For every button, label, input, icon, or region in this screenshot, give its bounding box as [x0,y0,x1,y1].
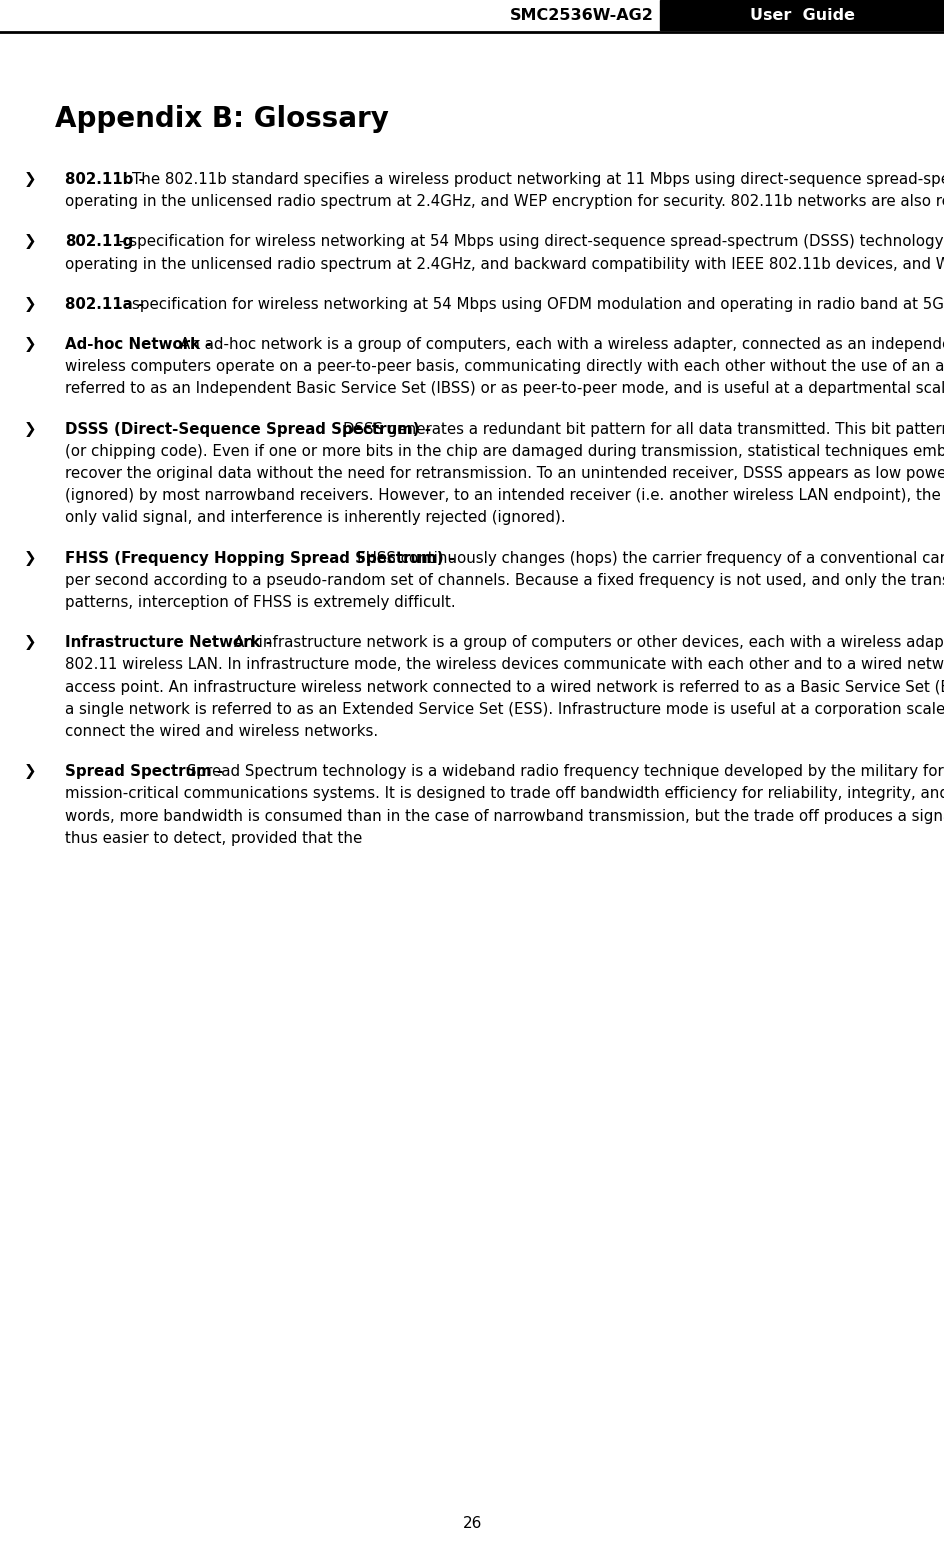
Bar [659,0,944,29]
Text: - specification for wireless networking at 54 Mbps using direct-sequence spread-: - specification for wireless networking … [119,234,944,250]
Text: Ad-hoc Network -: Ad-hoc Network - [65,337,211,351]
Text: referred to as an Independent Basic Service Set (IBSS) or as peer-to-peer mode, : referred to as an Independent Basic Serv… [65,382,944,396]
Text: DSSS generates a redundant bit pattern for all data transmitted. This bit patter: DSSS generates a redundant bit pattern f… [343,422,944,436]
Text: User  Guide: User Guide [750,8,854,23]
Text: access point. An infrastructure wireless network connected to a wired network is: access point. An infrastructure wireless… [65,680,944,695]
Text: mission-critical communications systems. It is designed to trade off bandwidth e: mission-critical communications systems.… [65,786,944,801]
Text: ❯: ❯ [24,337,36,351]
Text: ❯: ❯ [24,234,36,250]
Text: 802.11b -: 802.11b - [65,173,144,186]
Text: ❯: ❯ [24,173,36,186]
Text: operating in the unlicensed radio spectrum at 2.4GHz, and backward compatibility: operating in the unlicensed radio spectr… [65,257,944,271]
Text: Spread Spectrum -: Spread Spectrum - [65,764,223,780]
Text: 26: 26 [463,1515,481,1530]
Text: ❯: ❯ [24,764,36,780]
Text: (or chipping code). Even if one or more bits in the chip are damaged during tran: (or chipping code). Even if one or more … [65,444,944,459]
Text: An ad-hoc network is a group of computers, each with a wireless adapter, connect: An ad-hoc network is a group of computer… [179,337,944,351]
Text: ❯: ❯ [24,635,36,650]
Text: specification for wireless networking at 54 Mbps using OFDM modulation and opera: specification for wireless networking at… [132,297,944,311]
Text: thus easier to detect, provided that the: thus easier to detect, provided that the [65,831,362,846]
Text: 802.11g: 802.11g [65,234,133,250]
Text: connect the wired and wireless networks.: connect the wired and wireless networks. [65,724,378,740]
Text: The 802.11b standard specifies a wireless product networking at 11 Mbps using di: The 802.11b standard specifies a wireles… [132,173,944,186]
Bar [0,0,944,29]
Text: 802.11 wireless LAN. In infrastructure mode, the wireless devices communicate wi: 802.11 wireless LAN. In infrastructure m… [65,658,944,672]
Text: ❯: ❯ [24,550,36,566]
Text: per second according to a pseudo-random set of channels. Because a fixed frequen: per second according to a pseudo-random … [65,573,944,587]
Text: operating in the unlicensed radio spectrum at 2.4GHz, and WEP encryption for sec: operating in the unlicensed radio spectr… [65,194,944,210]
Text: words, more bandwidth is consumed than in the case of narrowband transmission, b: words, more bandwidth is consumed than i… [65,809,944,823]
Text: patterns, interception of FHSS is extremely difficult.: patterns, interception of FHSS is extrem… [65,595,455,610]
Text: wireless computers operate on a peer-to-peer basis, communicating directly with : wireless computers operate on a peer-to-… [65,359,944,374]
Text: a single network is referred to as an Extended Service Set (ESS). Infrastructure: a single network is referred to as an Ex… [65,701,944,717]
Text: Infrastructure Network -: Infrastructure Network - [65,635,272,650]
Text: ❯: ❯ [24,297,36,311]
Text: ❯: ❯ [24,422,36,436]
Text: DSSS (Direct-Sequence Spread Spectrum) -: DSSS (Direct-Sequence Spread Spectrum) - [65,422,430,436]
Text: Spread Spectrum technology is a wideband radio frequency technique developed by : Spread Spectrum technology is a wideband… [187,764,944,780]
Text: FHSS continuously changes (hops) the carrier frequency of a conventional carrier: FHSS continuously changes (hops) the car… [356,550,944,566]
Text: only valid signal, and interference is inherently rejected (ignored).: only valid signal, and interference is i… [65,510,565,525]
Text: An infrastructure network is a group of computers or other devices, each with a : An infrastructure network is a group of … [234,635,944,650]
Text: Appendix B: Glossary: Appendix B: Glossary [55,105,389,133]
Text: recover the original data without the need for retransmission. To an unintended : recover the original data without the ne… [65,465,944,481]
Text: 802.11a -: 802.11a - [65,297,144,311]
Text: SMC2536W-AG2: SMC2536W-AG2 [510,8,653,23]
Text: (ignored) by most narrowband receivers. However, to an intended receiver (i.e. a: (ignored) by most narrowband receivers. … [65,488,944,504]
Text: FHSS (Frequency Hopping Spread Spectrum) -: FHSS (Frequency Hopping Spread Spectrum)… [65,550,455,566]
